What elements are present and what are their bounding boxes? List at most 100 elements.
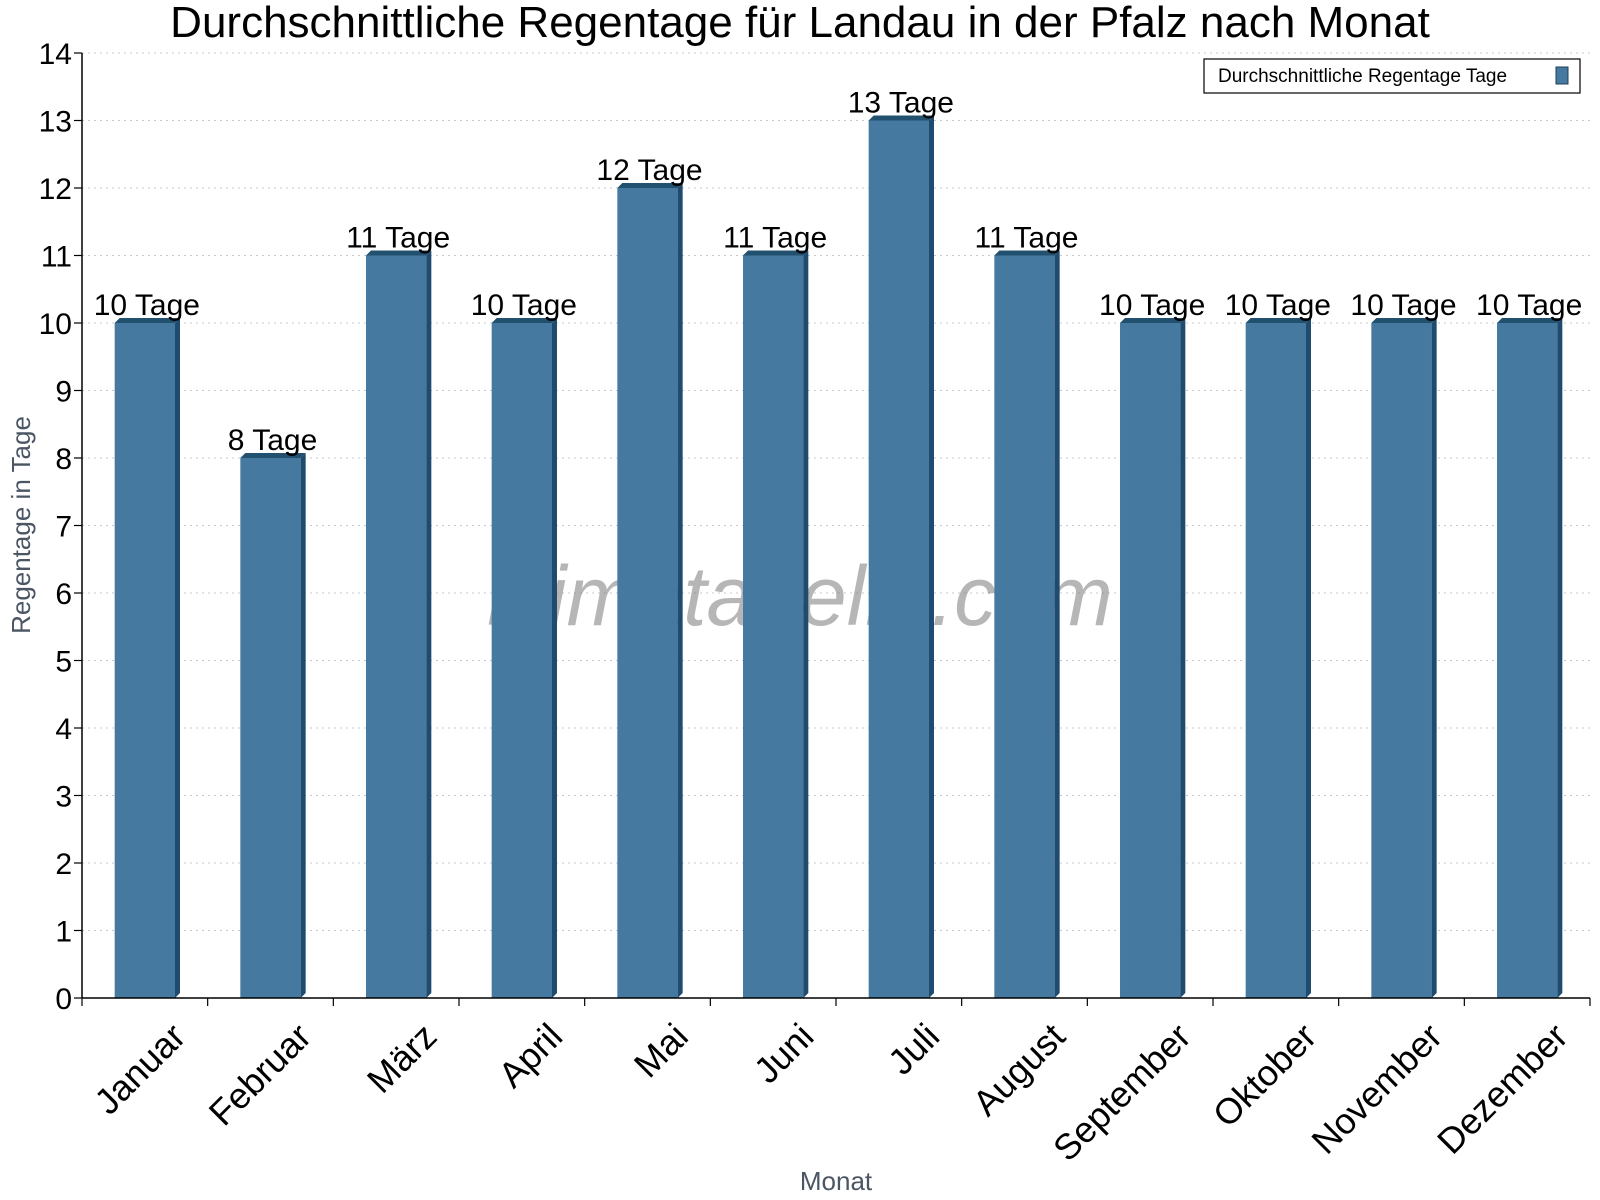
bar-top (617, 183, 683, 188)
grid-lines (82, 52, 1590, 931)
bar-side (1557, 318, 1563, 998)
data-label: 10 Tage (1476, 289, 1582, 322)
chart-title: Durchschnittliche Regentage für Landau i… (170, 0, 1430, 47)
bar-top (1245, 318, 1311, 323)
bar-top (491, 318, 557, 323)
y-axis-label: Regentage in Tage (6, 416, 36, 634)
x-tick-labels: Januar Februar März April Mai Juni Juli AugustS… (86, 1015, 1575, 1169)
bar (366, 250, 432, 998)
x-tick-label: Januar (86, 1015, 193, 1122)
legend-swatch (1555, 66, 1569, 85)
legend-label: Durchschnittliche Regentage Tage (1218, 66, 1507, 87)
bar-side (1180, 318, 1186, 998)
data-label: 8 Tage (228, 424, 318, 457)
data-label: 10 Tage (471, 289, 577, 322)
bar-side (300, 453, 306, 998)
y-tick-label: 7 (55, 511, 72, 544)
bar-side (174, 318, 180, 998)
bar (491, 318, 557, 998)
bar-top (868, 115, 934, 121)
bar-side (1431, 318, 1437, 998)
y-tick-label: 5 (55, 646, 72, 679)
x-tick-label: März (359, 1015, 445, 1101)
bar-front (617, 188, 678, 998)
bar-side (1054, 250, 1060, 998)
y-tick-label: 10 (39, 308, 72, 341)
bar-front (1245, 323, 1306, 998)
data-label: 10 Tage (1225, 289, 1331, 322)
y-tick-label: 12 (39, 173, 72, 206)
y-tick-label: 6 (55, 578, 72, 611)
bar (994, 250, 1060, 998)
bar (1245, 318, 1311, 998)
bar-front (743, 255, 804, 998)
bar (617, 183, 683, 998)
legend-box (1203, 58, 1581, 94)
x-tick-label: April (490, 1015, 570, 1095)
data-label: 11 Tage (346, 222, 450, 255)
x-tick-label: Dezember (1429, 1015, 1575, 1161)
bar (240, 453, 306, 998)
data-label: 11 Tage (975, 222, 1079, 255)
bar-side (677, 183, 683, 998)
bar-side (803, 250, 809, 998)
x-tick-label: Mai (626, 1015, 696, 1085)
bars (114, 115, 1563, 998)
bar-top (743, 250, 809, 256)
x-tick-label: Oktober (1205, 1015, 1325, 1135)
data-label: 13 Tage (848, 87, 954, 120)
bar-top (1497, 318, 1563, 323)
bar-front (240, 458, 301, 998)
bar-side (426, 250, 432, 998)
y-tick-label: 8 (55, 443, 72, 476)
bar-top (366, 250, 432, 256)
bar-front (1371, 323, 1432, 998)
bar-top (994, 250, 1060, 256)
y-tick-label: 9 (55, 376, 72, 409)
legend: Durchschnittliche Regentage Tage (1203, 58, 1581, 94)
data-label: 10 Tage (94, 289, 200, 322)
data-label: 10 Tage (1350, 289, 1456, 322)
bar-top (1120, 318, 1186, 323)
x-tick-label: August (965, 1015, 1073, 1123)
bar-front (366, 255, 427, 998)
bar-front (491, 323, 552, 998)
data-labels: 10 Tage 8 Tage 11 Tage 10 Tage 12 Tage 11 Tag… (94, 87, 1583, 458)
bar-top (240, 453, 306, 458)
bar-front (1120, 323, 1181, 998)
bar-top (1371, 318, 1437, 323)
y-tick-label: 4 (55, 713, 72, 746)
x-tick-label: November (1303, 1015, 1449, 1161)
data-label: 11 Tage (723, 222, 827, 255)
y-tick-label: 1 (55, 916, 72, 949)
bar-side (1305, 318, 1311, 998)
data-label: 10 Tage (1099, 289, 1205, 322)
x-axis-label: Monat (800, 1166, 873, 1196)
bar-front (114, 323, 175, 998)
y-tick-label: 0 (55, 983, 72, 1016)
bar-side (928, 115, 934, 998)
y-tick-label: 11 (41, 241, 72, 274)
x-tick-label: Februar (201, 1015, 319, 1133)
y-tick-label: 2 (55, 848, 72, 881)
bar (114, 318, 180, 998)
bar-front (1497, 323, 1558, 998)
x-tick-label: September (1045, 1015, 1199, 1169)
axes (74, 52, 1591, 1006)
bar (1371, 318, 1437, 998)
y-tick-label: 3 (55, 781, 72, 814)
bar-side (551, 318, 557, 998)
bar-top (114, 318, 180, 323)
bar-front (994, 255, 1055, 998)
bar (1497, 318, 1563, 998)
bar (868, 115, 934, 998)
data-label: 12 Tage (596, 154, 702, 187)
y-tick-label: 13 (39, 106, 72, 139)
x-tick-label: Juli (880, 1015, 947, 1082)
y-tick-label: 14 (39, 38, 72, 71)
bar (1120, 318, 1186, 998)
bar (743, 250, 809, 998)
x-tick-label: Juni (746, 1015, 822, 1091)
